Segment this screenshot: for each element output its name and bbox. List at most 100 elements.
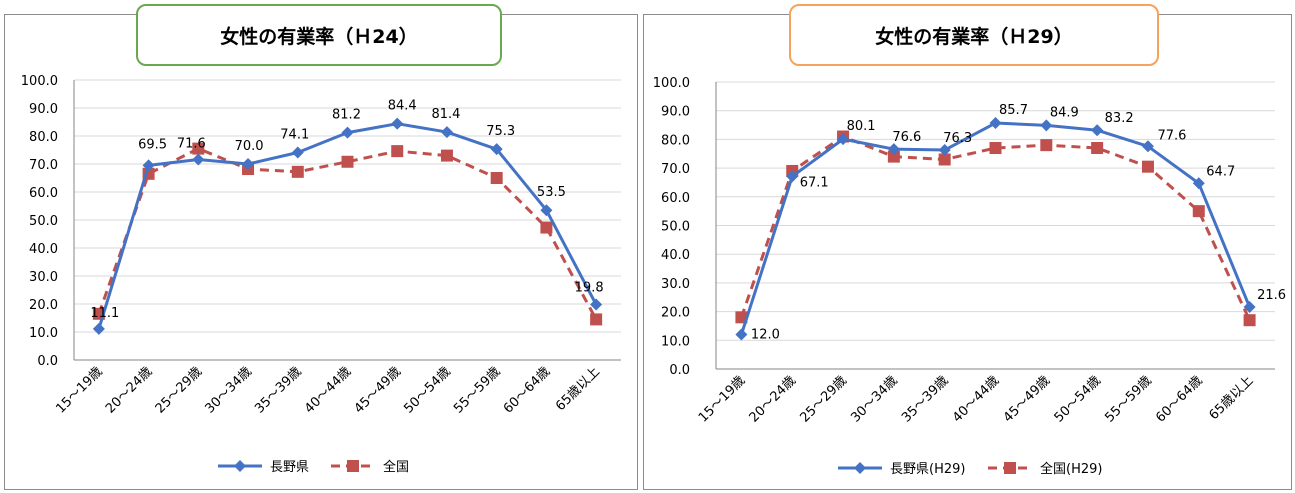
data-label: 75.3: [486, 124, 515, 139]
point-nagano: [341, 126, 354, 139]
point-national: [540, 221, 553, 234]
data-label: 84.4: [388, 99, 417, 114]
y-tick-label: 70.0: [661, 162, 690, 177]
chart-panel-h29: [643, 14, 1292, 490]
legend-label: 長野県(H29): [890, 462, 965, 477]
point-nagano: [590, 298, 603, 311]
point-national: [490, 172, 503, 184]
y-tick-label: 20.0: [661, 306, 690, 321]
point-nagano: [1141, 140, 1154, 153]
x-tick-label: 30～34歳: [848, 373, 900, 425]
data-label: 69.5: [138, 137, 167, 152]
point-national: [440, 149, 453, 162]
point-nagano: [1243, 301, 1256, 314]
data-label: 12.0: [751, 328, 780, 343]
series-line-nagano: [97, 122, 598, 330]
y-tick-label: 100.0: [21, 74, 58, 89]
chart-0: 0.0 10.0 20.0 30.0 40.0 50.0 60.0 70.0 80.0 90.0 1…: [21, 74, 621, 475]
chart-title-text: 女性の有業率（Ｈ29）: [875, 25, 1073, 48]
data-label: 81.2: [332, 108, 361, 123]
data-label: 11.1: [90, 306, 119, 321]
x-tick-label: 30～34歳: [202, 364, 254, 416]
point-nagano: [1192, 177, 1205, 190]
y-tick-label: 100.0: [653, 76, 690, 91]
y-tick-label: 60.0: [29, 186, 58, 201]
point-nagano: [837, 133, 850, 146]
x-tick-label: 50～54歳: [1052, 373, 1104, 425]
y-tick-label: 40.0: [29, 242, 58, 257]
point-national: [1243, 314, 1256, 327]
point-national: [1091, 142, 1104, 155]
x-tick-label: 40～44歳: [950, 373, 1002, 425]
y-tick-label: 40.0: [661, 248, 690, 263]
point-nagano: [192, 153, 205, 166]
x-tick-label: 35～39歳: [899, 373, 951, 425]
data-label: 74.1: [280, 128, 309, 143]
point-national: [391, 145, 404, 158]
y-tick-label: 0.0: [669, 363, 690, 378]
y-tick-label: 50.0: [29, 214, 58, 229]
x-tick-label: 45～49歳: [352, 364, 404, 416]
series-line-national: [739, 135, 1251, 321]
data-label: 76.3: [943, 131, 972, 146]
y-tick-label: 80.0: [29, 130, 58, 145]
x-tick-label: 60～64歳: [501, 364, 553, 416]
data-label: 76.6: [892, 130, 921, 145]
point-national: [938, 153, 951, 166]
y-tick-label: 90.0: [661, 105, 690, 120]
data-label: 71.6: [177, 137, 206, 152]
x-tick-label: 40～44歳: [302, 364, 354, 416]
point-national: [1040, 139, 1053, 152]
x-tick-label: 65歳以上: [1207, 373, 1257, 423]
point-national: [1141, 160, 1154, 173]
data-label: 67.1: [800, 175, 829, 190]
y-tick-label: 80.0: [661, 133, 690, 148]
y-tick-label: 70.0: [29, 158, 58, 173]
x-tick-label: 55～59歳: [451, 364, 503, 416]
data-label: 77.6: [1157, 128, 1186, 143]
data-label: 70.0: [235, 139, 264, 154]
y-tick-label: 90.0: [29, 102, 58, 117]
point-nagano: [142, 159, 155, 172]
legend-marker-square: [1004, 462, 1016, 474]
chart-title-h24: 女性の有業率（Ｈ24）: [136, 4, 502, 66]
point-nagano: [1091, 124, 1104, 137]
x-tick-label: 15～19歳: [53, 364, 105, 416]
point-nagano: [938, 144, 951, 157]
data-label: 53.5: [537, 185, 566, 200]
chart-title-h29: 女性の有業率（Ｈ29）: [789, 4, 1159, 66]
x-tick-label: 25～29歳: [153, 364, 205, 416]
point-nagano: [786, 170, 799, 183]
series-line-national: [97, 147, 598, 321]
y-tick-label: 30.0: [661, 277, 690, 292]
point-national: [590, 313, 603, 326]
legend-label: 全国: [383, 459, 409, 475]
point-nagano: [887, 143, 900, 156]
y-tick-label: 10.0: [661, 334, 690, 349]
point-nagano: [92, 322, 105, 335]
chart-panel-h24: [4, 14, 638, 490]
data-label: 81.4: [431, 107, 460, 122]
point-national: [887, 150, 900, 163]
x-tick-label: 25～29歳: [797, 373, 849, 425]
y-tick-label: 50.0: [661, 220, 690, 235]
y-tick-label: 60.0: [661, 191, 690, 206]
data-label: 85.7: [999, 103, 1028, 118]
y-tick-label: 30.0: [29, 270, 58, 285]
legend-marker-diamond: [854, 462, 866, 474]
point-nagano: [1040, 119, 1053, 132]
point-national: [192, 142, 205, 155]
x-tick-label: 15～19歳: [696, 373, 748, 425]
data-label: 84.9: [1050, 105, 1079, 120]
data-label: 83.2: [1105, 111, 1134, 126]
x-tick-label: 50～54歳: [401, 364, 453, 416]
x-tick-label: 45～49歳: [1001, 373, 1053, 425]
point-national: [1192, 205, 1205, 218]
point-nagano: [490, 143, 503, 156]
point-national: [291, 165, 304, 178]
point-nagano: [735, 328, 748, 341]
legend-marker-square: [347, 460, 359, 472]
point-national: [989, 142, 1002, 155]
y-tick-label: 10.0: [29, 326, 58, 341]
